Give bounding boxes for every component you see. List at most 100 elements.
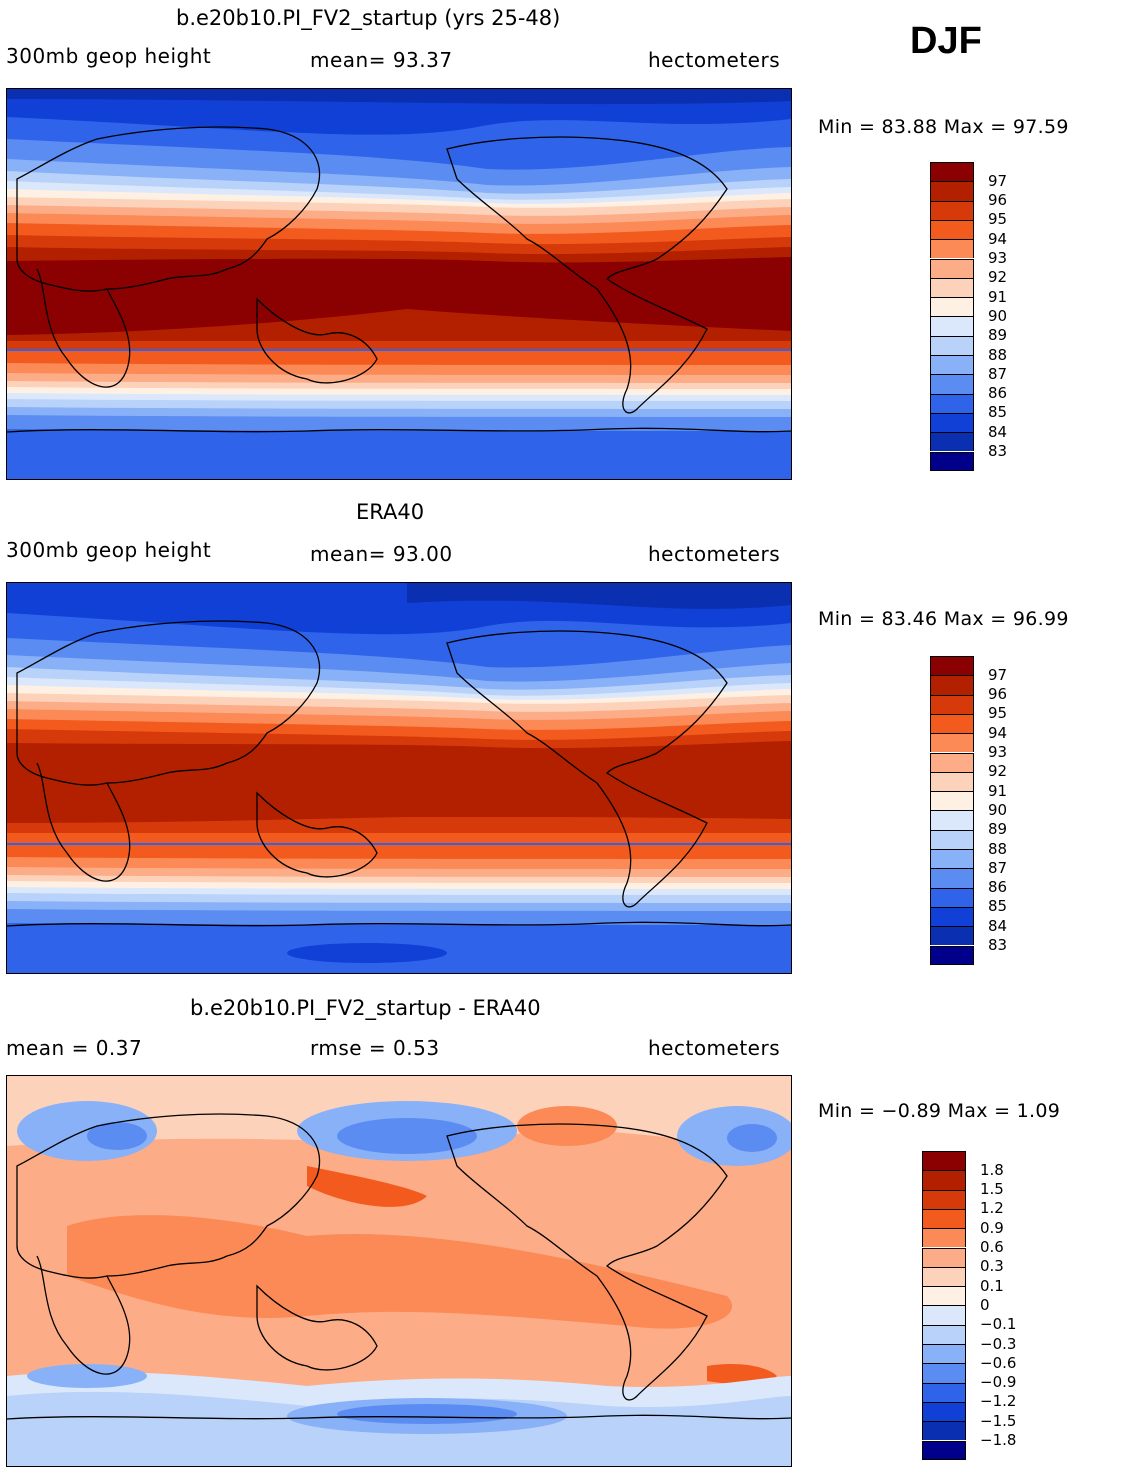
colorbar-swatch [930, 791, 974, 811]
panel-1-colorbar: 97 96 95 94 93 92 91 90 89 88 87 86 85 84 83 [930, 162, 1050, 472]
colorbar-swatch [922, 1151, 966, 1171]
colorbar-swatch [922, 1344, 966, 1364]
colorbar-swatch [922, 1247, 966, 1267]
colorbar-swatch [922, 1170, 966, 1190]
colorbar-label: 92 [988, 268, 1008, 287]
panel-2-mean-label: mean= 93.00 [310, 542, 453, 566]
panel-2-variable-label: 300mb geop height [6, 538, 212, 562]
colorbar-label: 0 [980, 1295, 990, 1314]
panel-3-units-label: hectometers [648, 1036, 781, 1060]
colorbar-label: −0.3 [980, 1334, 1017, 1353]
colorbar-label: −0.9 [980, 1373, 1017, 1392]
colorbar-swatch [922, 1363, 966, 1383]
panel-2-coastlines [7, 620, 791, 927]
colorbar-label: 0.6 [980, 1238, 1004, 1256]
colorbar-swatch [930, 451, 974, 471]
colorbar-label: 86 [988, 384, 1008, 403]
colorbar-swatch [930, 926, 974, 946]
colorbar-label: −1.8 [980, 1431, 1017, 1449]
colorbar-swatch [930, 200, 974, 220]
panel-1-variable-label: 300mb geop height [6, 44, 212, 68]
colorbar-label: 89 [988, 820, 1008, 839]
panel-3-mean-label: mean = 0.37 [6, 1036, 143, 1060]
panel-1-map [6, 88, 792, 480]
panel-2-colorbar: 97 96 95 94 93 92 91 90 89 88 87 86 85 84 83 [930, 656, 1050, 966]
panel-3-map [6, 1075, 792, 1467]
colorbar-swatch [930, 335, 974, 355]
colorbar-label: 88 [988, 345, 1008, 364]
colorbar-label: 96 [988, 191, 1008, 210]
panel-2-units-label: hectometers [648, 542, 781, 566]
colorbar-label: 92 [988, 762, 1008, 781]
colorbar-swatch [930, 887, 974, 907]
colorbar-label: 97 [988, 665, 1008, 684]
colorbar-swatch [922, 1401, 966, 1422]
colorbar-swatch [930, 656, 974, 676]
colorbar-label: 84 [988, 422, 1008, 441]
colorbar-label: 83 [988, 936, 1008, 954]
colorbar-swatch [930, 277, 974, 298]
colorbar-swatch [930, 374, 974, 394]
panel-3-rmse-label: rmse = 0.53 [310, 1036, 440, 1060]
colorbar-label: −0.6 [980, 1353, 1017, 1372]
colorbar-swatch [922, 1421, 966, 1441]
colorbar-swatch [930, 675, 974, 695]
colorbar-label: 85 [988, 403, 1008, 422]
panel-2-map [6, 582, 792, 974]
colorbar-swatch [930, 810, 974, 830]
colorbar-swatch [922, 1228, 966, 1248]
colorbar-label: 86 [988, 878, 1008, 897]
colorbar-swatch [922, 1440, 966, 1460]
colorbar-swatch [930, 412, 974, 433]
colorbar-label: 83 [988, 442, 1008, 460]
colorbar-label: 94 [988, 723, 1008, 742]
colorbar-label: 90 [988, 800, 1008, 819]
colorbar-swatch [930, 849, 974, 869]
colorbar-label: 91 [988, 781, 1008, 800]
colorbar-swatch [930, 258, 974, 278]
colorbar-swatch [930, 733, 974, 753]
colorbar-swatch [930, 945, 974, 965]
colorbar-swatch [922, 1305, 966, 1325]
colorbar-swatch [930, 239, 974, 259]
colorbar-label: 88 [988, 839, 1008, 858]
colorbar-label: −1.5 [980, 1411, 1017, 1430]
colorbar-swatch [922, 1208, 966, 1229]
colorbar-swatch [930, 162, 974, 182]
colorbar-label: 93 [988, 743, 1008, 761]
season-label: DJF [910, 20, 982, 62]
colorbar-swatch [930, 694, 974, 714]
colorbar-label: −0.1 [980, 1315, 1017, 1334]
colorbar-label: 0.9 [980, 1218, 1004, 1237]
panel-1-contour-field [7, 89, 791, 479]
panel-3-coastlines [7, 1113, 791, 1420]
colorbar-swatch [922, 1286, 966, 1306]
colorbar-label: 0.1 [980, 1276, 1004, 1295]
colorbar-label: −1.2 [980, 1392, 1017, 1411]
colorbar-label: 94 [988, 229, 1008, 248]
colorbar-swatch [930, 181, 974, 201]
panel-2-minmax: Min = 83.46 Max = 96.99 [818, 608, 1069, 630]
panel-1-title: b.e20b10.PI_FV2_startup (yrs 25-48) [176, 6, 561, 30]
colorbar-swatch [922, 1189, 966, 1209]
colorbar-swatch [930, 432, 974, 452]
colorbar-swatch [922, 1324, 966, 1344]
colorbar-label: 96 [988, 685, 1008, 704]
colorbar-label: 1.8 [980, 1160, 1004, 1179]
colorbar-swatch [930, 868, 974, 888]
panel-2-contour-field [7, 583, 791, 973]
panel-1-minmax: Min = 83.88 Max = 97.59 [818, 116, 1069, 138]
colorbar-label: 90 [988, 306, 1008, 325]
panel-2-title: ERA40 [356, 500, 425, 524]
panel-3-minmax: Min = −0.89 Max = 1.09 [818, 1100, 1061, 1122]
panel-3-colorbar: 1.8 1.5 1.2 0.9 0.6 0.3 0.1 0 −0.1 −0.3 −0.6 −0.9 −1… [922, 1151, 1042, 1461]
colorbar-swatch [930, 713, 974, 734]
colorbar-swatch [930, 393, 974, 413]
colorbar-label: 89 [988, 326, 1008, 345]
colorbar-swatch [930, 219, 974, 240]
colorbar-label: 1.5 [980, 1180, 1004, 1199]
colorbar-label: 91 [988, 287, 1008, 306]
colorbar-swatch [930, 752, 974, 772]
colorbar-label: 87 [988, 364, 1008, 383]
colorbar-label: 97 [988, 171, 1008, 190]
